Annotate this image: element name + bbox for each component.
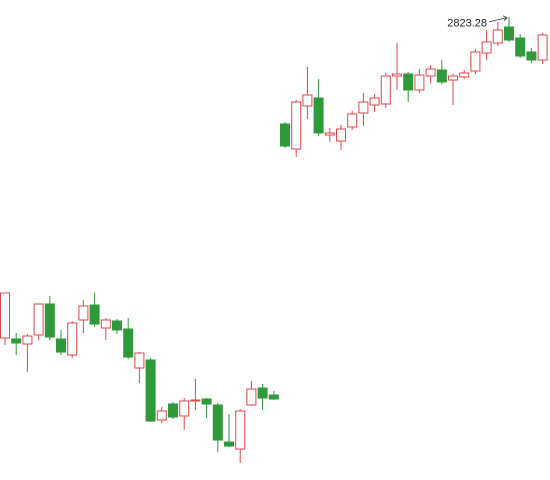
candle-body: [481, 41, 492, 54]
candle-body: [459, 72, 470, 78]
candle-body: [44, 303, 55, 338]
candle-body: [515, 37, 526, 57]
candle-body: [358, 101, 369, 114]
annotation-arrow: [488, 17, 508, 23]
candle-body: [168, 403, 178, 418]
candle-body: [201, 398, 212, 405]
candle-body: [224, 441, 234, 447]
candle-body: [448, 75, 458, 81]
candle-body: [89, 304, 100, 325]
candle-body: [526, 51, 537, 61]
candle-body: [179, 400, 190, 417]
candle-body: [280, 123, 290, 147]
candle-body: [392, 73, 402, 77]
candle-body: [257, 387, 268, 399]
candle-body: [11, 338, 22, 344]
candle-body: [291, 101, 302, 150]
candle-body: [134, 352, 145, 369]
candle-body: [156, 410, 167, 421]
candle-body: [190, 399, 201, 402]
candle-body: [324, 132, 335, 136]
candle-body: [504, 26, 514, 41]
candle-body: [313, 97, 324, 134]
candle-body: [537, 34, 548, 61]
candle-body: [0, 292, 10, 339]
candle-body: [302, 94, 313, 107]
high-label: 2823.28: [447, 18, 487, 30]
candle-body: [100, 319, 111, 329]
candle-body: [380, 75, 391, 105]
candle-body: [492, 29, 503, 44]
candle-body: [67, 322, 78, 356]
candle-body: [235, 410, 246, 450]
candle-body: [470, 51, 481, 72]
candle-body: [425, 68, 436, 77]
candle-body: [33, 303, 44, 336]
candle-body: [403, 73, 414, 91]
candle-body: [112, 320, 122, 331]
candle-body: [336, 128, 346, 142]
candle-body: [22, 335, 33, 345]
candle-body: [268, 394, 279, 400]
candle-body: [145, 359, 156, 422]
candle-body: [369, 97, 380, 106]
candle-body: [347, 113, 358, 128]
candle-body: [56, 338, 66, 353]
annotation-arrowhead: [502, 15, 508, 22]
candle-body: [246, 388, 257, 406]
candle-body: [436, 69, 447, 83]
candle-body: [212, 404, 223, 441]
candle-body: [78, 305, 89, 321]
candle-body: [123, 328, 134, 358]
candle-body: [414, 74, 425, 91]
